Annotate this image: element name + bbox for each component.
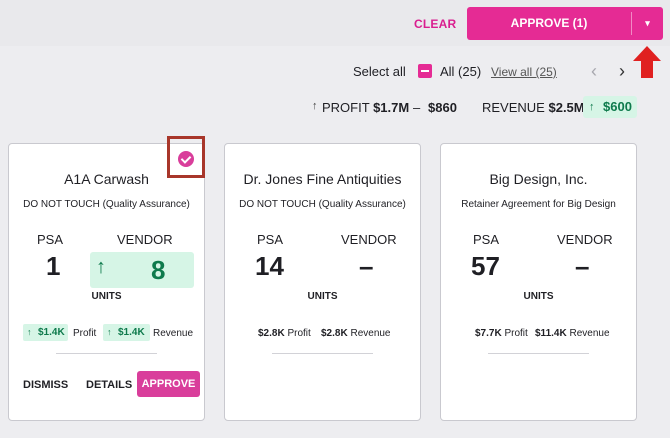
all-count-label: All (25) bbox=[440, 64, 482, 79]
vendor-value: – bbox=[575, 251, 590, 281]
profit-value: $7.7K bbox=[475, 328, 502, 339]
profit-label: Profit bbox=[73, 328, 97, 339]
annotation-highlight-box bbox=[167, 136, 205, 178]
card-subtitle: Retainer Agreement for Big Design bbox=[461, 199, 616, 210]
profit-label: Profit bbox=[287, 328, 311, 339]
psa-label: PSA bbox=[473, 232, 500, 247]
card-subtitle: DO NOT TOUCH (Quality Assurance) bbox=[239, 199, 406, 210]
vendor-value-badge: ↑ 8 bbox=[90, 252, 194, 288]
profit-total: PROFIT $1.7M bbox=[322, 100, 410, 115]
units-label: UNITS bbox=[91, 291, 122, 302]
revenue-change-badge: ↑ $600 bbox=[583, 96, 637, 118]
vendor-label: VENDOR bbox=[557, 232, 613, 247]
approve-split-button[interactable]: APPROVE (1) ▾ bbox=[467, 7, 663, 40]
check-icon[interactable] bbox=[178, 151, 194, 167]
vendor-value: 8 bbox=[151, 255, 166, 285]
selection-toolbar: Select all All (25) View all (25) ‹ › bbox=[0, 60, 670, 84]
approve-button-label[interactable]: APPROVE (1) bbox=[510, 16, 588, 30]
clear-button[interactable]: CLEAR bbox=[414, 17, 457, 31]
revenue-label: Revenue bbox=[569, 328, 610, 339]
vendor-value: – bbox=[359, 251, 374, 281]
chevron-left-icon[interactable]: ‹ bbox=[591, 61, 597, 81]
profit-separator: – bbox=[413, 100, 421, 115]
revenue-value: $2.8K bbox=[321, 328, 348, 339]
chevron-right-icon[interactable]: › bbox=[619, 61, 625, 81]
psa-value: 14 bbox=[255, 251, 284, 281]
select-all-label: Select all bbox=[353, 64, 406, 79]
profit-value: $2.8K bbox=[258, 328, 285, 339]
deal-card[interactable]: Big Design, Inc. Retainer Agreement for … bbox=[440, 143, 637, 421]
revenue-total: REVENUE $2.5M bbox=[482, 100, 585, 115]
vendor-label: VENDOR bbox=[117, 232, 173, 247]
profit-change: $860 bbox=[428, 100, 457, 115]
chevron-down-icon[interactable]: ▾ bbox=[645, 18, 650, 28]
vendor-label: VENDOR bbox=[341, 232, 397, 247]
summary-bar: ↑ PROFIT $1.7M – $860 REVENUE $2.5M ↑ $6… bbox=[0, 96, 670, 120]
arrow-up-icon: ↑ bbox=[589, 101, 595, 113]
revenue-value: $11.4K bbox=[535, 328, 567, 339]
card-actions: DISMISS DETAILS APPROVE bbox=[9, 371, 204, 397]
view-all-link[interactable]: View all (25) bbox=[491, 65, 557, 79]
psa-value: 1 bbox=[46, 251, 61, 281]
arrow-up-icon: ↑ bbox=[312, 100, 318, 112]
card-title: A1A Carwash bbox=[64, 171, 149, 187]
approve-button[interactable]: APPROVE bbox=[137, 371, 200, 397]
revenue-label: Revenue bbox=[153, 328, 194, 339]
card-divider bbox=[272, 353, 373, 354]
card-subtitle: DO NOT TOUCH (Quality Assurance) bbox=[23, 199, 190, 210]
card-title: Big Design, Inc. bbox=[489, 171, 588, 187]
card-divider bbox=[488, 353, 589, 354]
psa-label: PSA bbox=[257, 232, 284, 247]
arrow-up-icon: ↑ bbox=[107, 327, 112, 337]
units-label: UNITS bbox=[523, 291, 554, 302]
details-button[interactable]: DETAILS bbox=[86, 379, 133, 391]
select-all-checkbox[interactable] bbox=[418, 64, 432, 78]
revenue-label: Revenue bbox=[350, 328, 391, 339]
deal-card[interactable]: A1A Carwash DO NOT TOUCH (Quality Assura… bbox=[8, 143, 205, 421]
annotation-arrow-icon bbox=[633, 46, 661, 78]
card-divider bbox=[56, 353, 157, 354]
arrow-up-icon: ↑ bbox=[27, 327, 32, 337]
revenue-change-badge: ↑ $1.4K bbox=[103, 324, 150, 341]
split-divider bbox=[631, 12, 632, 35]
profit-change-badge: ↑ $1.4K bbox=[23, 324, 68, 341]
units-label: UNITS bbox=[307, 291, 338, 302]
arrow-up-icon: ↑ bbox=[96, 256, 106, 278]
card-title: Dr. Jones Fine Antiquities bbox=[243, 171, 402, 187]
deal-card[interactable]: Dr. Jones Fine Antiquities DO NOT TOUCH … bbox=[224, 143, 421, 421]
profit-label: Profit bbox=[504, 328, 528, 339]
psa-value: 57 bbox=[471, 251, 500, 281]
dismiss-button[interactable]: DISMISS bbox=[23, 379, 69, 391]
psa-label: PSA bbox=[37, 232, 64, 247]
